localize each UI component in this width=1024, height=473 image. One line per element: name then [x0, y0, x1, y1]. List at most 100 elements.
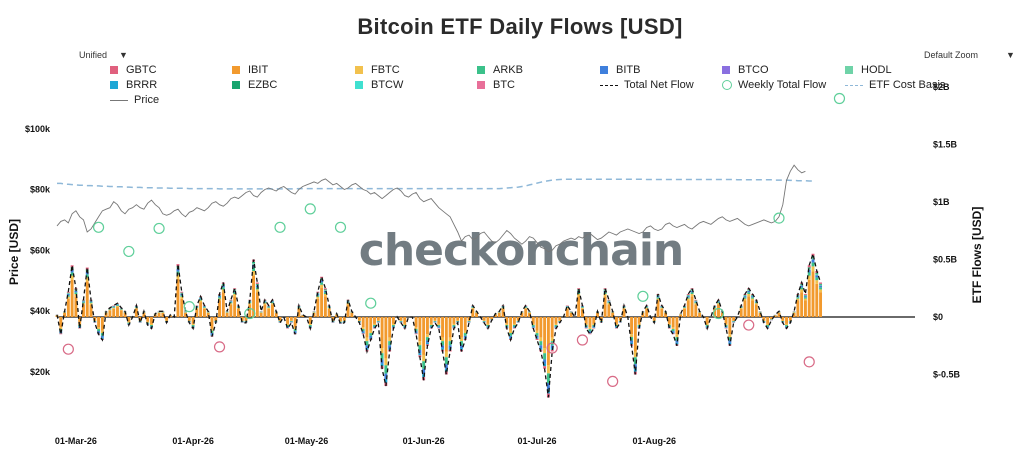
- bar-segment-ibit: [165, 317, 168, 320]
- bar-segment-fbtc: [539, 338, 542, 341]
- bar-segment-ibit: [116, 307, 119, 317]
- bar-segment-fbtc: [551, 338, 554, 341]
- bar-segment-ibit: [324, 296, 327, 317]
- bar-segment-fbtc: [426, 334, 429, 337]
- bar-segment-ibit: [744, 300, 747, 317]
- flow-bar: [498, 311, 501, 317]
- bar-segment-ibit: [415, 317, 418, 327]
- bar-segment-hodl: [804, 295, 807, 296]
- flow-bar: [683, 306, 686, 318]
- bar-segment-fbtc: [555, 324, 558, 325]
- bar-segment-ibit: [108, 310, 111, 317]
- bar-segment-fbtc: [630, 334, 633, 337]
- bar-segment-fbtc: [449, 338, 452, 341]
- bar-segment-ibit: [672, 317, 675, 327]
- bar-segment-gbtc: [819, 283, 822, 284]
- bar-segment-ibit: [203, 309, 206, 317]
- flow-bar: [203, 306, 206, 318]
- bar-segment-fbtc: [384, 358, 387, 365]
- flow-bar: [362, 317, 365, 334]
- bar-segment-arkb: [203, 307, 206, 308]
- bar-segment-brrr: [441, 348, 444, 350]
- y-axis-left-title: Price [USD]: [7, 219, 21, 285]
- bar-segment-fbtc: [392, 324, 395, 325]
- bar-segment-arkb: [74, 292, 77, 294]
- bar-segment-hodl: [744, 295, 747, 296]
- bar-segment-arkb: [483, 321, 486, 322]
- weekly-flow-marker: [834, 94, 844, 104]
- bar-segment-arkb: [732, 321, 735, 322]
- bar-segment-arkb: [468, 321, 471, 322]
- bar-segment-arkb: [819, 287, 822, 289]
- bar-segment-fbtc: [434, 320, 437, 321]
- bar-segment-arkb: [112, 307, 115, 308]
- flow-bar: [657, 294, 660, 317]
- flow-bar: [815, 271, 818, 317]
- bar-segment-arkb: [532, 325, 535, 326]
- bar-segment-fbtc: [468, 320, 471, 321]
- bar-segment-fbtc: [377, 320, 380, 321]
- bar-segment-ibit: [755, 305, 758, 317]
- bar-segment-ibit: [226, 313, 229, 317]
- bar-segment-ibit: [687, 300, 690, 317]
- bar-segment-ibit: [286, 317, 289, 324]
- bar-segment-arkb: [222, 287, 225, 289]
- flow-bar: [509, 317, 512, 340]
- bar-segment-brrr: [362, 333, 365, 334]
- bar-segment-ibit: [740, 309, 743, 317]
- bar-segment-bitb: [203, 307, 206, 308]
- bar-segment-fbtc: [536, 331, 539, 333]
- bar-segment-fbtc: [97, 327, 100, 329]
- bar-segment-gbtc: [229, 300, 232, 301]
- bar-segment-fbtc: [509, 331, 512, 333]
- bar-segment-fbtc: [804, 299, 807, 301]
- bar-segment-arkb: [815, 277, 818, 280]
- bar-segment-ibit: [74, 296, 77, 317]
- bar-segment-ibit: [377, 317, 380, 320]
- bar-segment-fbtc: [369, 331, 372, 333]
- bar-segment-bitb: [819, 286, 822, 288]
- bar-segment-ibit: [150, 317, 153, 324]
- bar-segment-gbtc: [437, 328, 440, 329]
- bar-segment-gbtc: [592, 328, 595, 329]
- bar-segment-ibit: [211, 317, 214, 329]
- bar-segment-arkb: [437, 325, 440, 326]
- bar-segment-hodl: [607, 301, 610, 302]
- bar-segment-gbtc: [585, 328, 588, 329]
- bar-segment-ibit: [796, 300, 799, 317]
- bar-segment-ibit: [101, 317, 104, 331]
- weekly-flow-marker: [94, 222, 104, 232]
- bar-segment-ibit: [694, 305, 697, 317]
- bar-segment-fbtc: [400, 320, 403, 321]
- bar-segment-arkb: [392, 325, 395, 326]
- bar-segment-gbtc: [536, 339, 539, 340]
- x-tick-label: 01-Mar-26: [55, 436, 97, 446]
- bar-segment-fbtc: [108, 310, 111, 311]
- flow-bar: [732, 317, 735, 323]
- bar-segment-ibit: [177, 279, 180, 317]
- flow-bar: [158, 311, 161, 317]
- flow-bar: [116, 303, 119, 317]
- weekly-flow-marker: [774, 213, 784, 223]
- weekly-flow-marker: [744, 320, 754, 330]
- bar-segment-ibit: [381, 317, 384, 348]
- bar-segment-ibit: [717, 305, 720, 317]
- bar-segment-fbtc: [800, 289, 803, 292]
- bar-segment-fbtc: [747, 294, 750, 296]
- weekly-flow-marker: [215, 342, 225, 352]
- bar-segment-hodl: [67, 293, 70, 294]
- bar-segment-ibit: [812, 271, 815, 317]
- flow-bar: [460, 317, 463, 352]
- bar-segment-arkb: [751, 297, 754, 298]
- bar-segment-ibit: [316, 299, 319, 317]
- x-tick-label: 01-May-26: [285, 436, 329, 446]
- bar-segment-fbtc: [309, 324, 312, 325]
- flow-bar: [377, 317, 380, 323]
- bar-segment-bitb: [532, 326, 535, 327]
- bar-segment-gbtc: [725, 328, 728, 329]
- bar-segment-brrr: [532, 327, 535, 328]
- bar-segment-fbtc: [362, 327, 365, 329]
- flow-bar: [747, 288, 750, 317]
- bar-segment-arkb: [384, 365, 387, 373]
